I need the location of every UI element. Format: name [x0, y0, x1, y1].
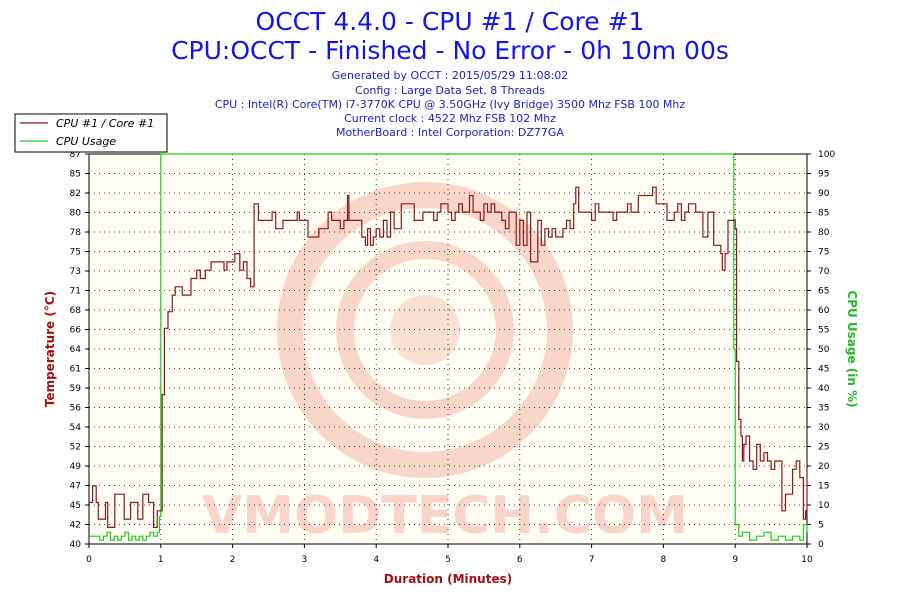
y-tick-label: 80 [70, 209, 82, 219]
clock-line: Current clock : 4522 Mhz FSB 102 Mhz [344, 112, 556, 125]
y2-tick-label: 95 [818, 170, 829, 180]
y-tick-label: 75 [70, 248, 81, 258]
series-line-core-temperature [89, 186, 808, 528]
chart-title-line1: OCCT 4.4.0 - CPU #1 / Core #1 [256, 7, 645, 36]
y2-tick-label: 5 [818, 521, 824, 531]
y2-tick-label: 65 [818, 287, 829, 297]
x-axis-ticks: 0 1 2 3 4 5 6 7 8 9 10 [86, 544, 813, 565]
x-tick-label: 7 [589, 555, 595, 565]
y-tick-label: 56 [70, 404, 82, 414]
config-line: Config : Large Data Set, 8 Threads [355, 84, 545, 97]
y2-tick-label: 0 [818, 540, 824, 550]
chart-title-line2: CPU:OCCT - Finished - No Error - 0h 10m … [171, 36, 729, 65]
y2-tick-label: 70 [818, 267, 830, 277]
x-tick-label: 1 [158, 555, 164, 565]
legend: CPU #1 / Core #1 CPU Usage [14, 113, 168, 153]
y-axis-title-left: Temperature (°C) [43, 291, 57, 407]
y2-tick-label: 40 [818, 384, 830, 394]
y2-tick-label: 55 [818, 326, 829, 336]
series-line-cpu-usage [89, 153, 808, 541]
y2-tick-label: 20 [818, 462, 830, 472]
y-tick-label: 85 [70, 170, 81, 180]
y2-tick-label: 85 [818, 209, 829, 219]
x-tick-label: 4 [373, 555, 379, 565]
y-tick-label: 59 [70, 384, 82, 394]
y-tick-label: 49 [70, 462, 82, 472]
right-axis-ticks: 0 5 10 15 20 25 30 35 40 45 50 55 60 65 70 75 80 85 90 95 10… [807, 150, 835, 550]
y-tick-label: 47 [70, 482, 81, 492]
x-tick-label: 6 [517, 555, 523, 565]
y2-tick-label: 15 [818, 482, 829, 492]
x-tick-label: 3 [302, 555, 308, 565]
watermark-emblem [277, 182, 573, 478]
y-tick-label: 40 [70, 540, 82, 550]
y2-tick-label: 25 [818, 443, 829, 453]
x-tick-label: 5 [445, 555, 451, 565]
x-tick-label: 10 [801, 555, 813, 565]
y-tick-label: 61 [70, 365, 81, 375]
y-tick-label: 82 [70, 189, 81, 199]
legend-label-temperature: CPU #1 / Core #1 [56, 117, 154, 130]
y2-tick-label: 90 [818, 189, 830, 199]
x-axis-title: Duration (Minutes) [384, 572, 512, 586]
motherboard-line: MotherBoard : Intel Corporation: DZ77GA [336, 126, 564, 139]
y2-tick-label: 80 [818, 228, 830, 238]
y2-tick-label: 45 [818, 365, 829, 375]
y-tick-label: 52 [70, 443, 81, 453]
y2-tick-label: 75 [818, 248, 829, 258]
left-axis-ticks: 40 42 45 47 49 52 54 56 59 61 64 66 68 71 73 75 78 80 82 85… [70, 150, 89, 550]
y2-tick-label: 100 [818, 150, 835, 160]
x-tick-label: 8 [661, 555, 667, 565]
y-axis-title-right: CPU Usage (in %) [845, 290, 859, 407]
y2-tick-label: 35 [818, 404, 829, 414]
cpu-line: CPU : Intel(R) Core(TM) i7-3770K CPU @ 3… [215, 98, 686, 111]
y2-tick-label: 50 [818, 345, 830, 355]
y-tick-label: 66 [70, 326, 82, 336]
x-tick-label: 9 [732, 555, 738, 565]
x-tick-label: 0 [86, 555, 92, 565]
y-tick-label: 71 [70, 287, 81, 297]
generated-line: Generated by OCCT : 2015/05/29 11:08:02 [332, 69, 569, 82]
y-tick-label: 78 [70, 228, 82, 238]
y-tick-label: 87 [70, 150, 81, 160]
y2-tick-label: 30 [818, 423, 830, 433]
y-tick-label: 45 [70, 501, 81, 511]
y-tick-label: 68 [70, 306, 82, 316]
x-tick-label: 2 [230, 555, 236, 565]
legend-label-usage: CPU Usage [56, 135, 116, 148]
y-tick-label: 54 [70, 423, 82, 433]
y-tick-label: 42 [70, 521, 81, 531]
y-tick-label: 64 [70, 345, 82, 355]
y2-tick-label: 60 [818, 306, 830, 316]
y2-tick-label: 10 [818, 501, 830, 511]
watermark-text: VMODTECH.COM [202, 486, 688, 546]
y-tick-label: 73 [70, 267, 81, 277]
